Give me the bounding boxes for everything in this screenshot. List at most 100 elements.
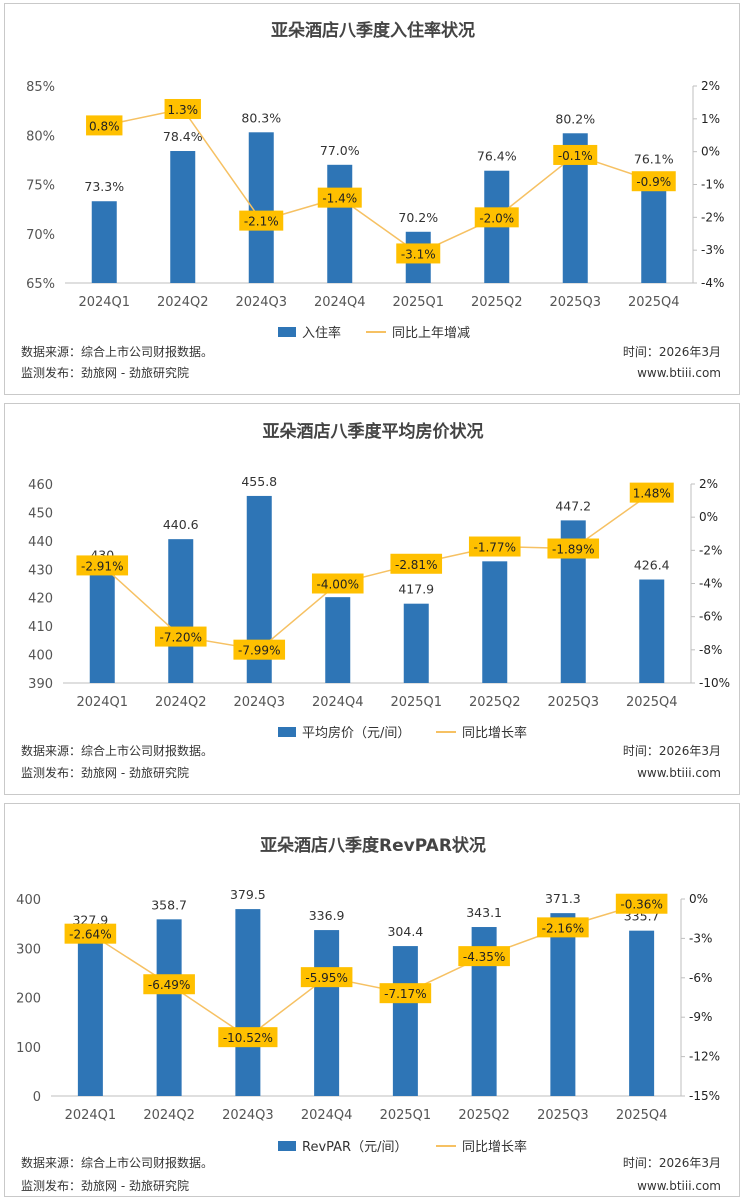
- category-label: 2025Q4: [628, 295, 680, 310]
- bar: [641, 173, 667, 283]
- bar: [89, 569, 115, 683]
- legend-line-label: 同比增长率: [462, 725, 527, 741]
- category-label: 2025Q4: [626, 695, 678, 710]
- footer-source: 数据来源：综合上市公司财报数据。: [21, 344, 213, 359]
- left-axis-tick: 420: [28, 592, 53, 607]
- category-label: 2025Q2: [458, 1108, 510, 1123]
- left-axis-tick: 65%: [26, 277, 55, 292]
- occupancy-chart-panel: 亚朵酒店八季度入住率状况 65% 70% 75% 80% 85% -4% -3% -2% -1% 0…: [4, 3, 740, 395]
- left-axis-tick: 80%: [26, 129, 55, 144]
- right-axis-tick: -6%: [689, 971, 712, 985]
- growth-label: 0.8%: [89, 119, 120, 133]
- footer-site: www.btiii.com: [637, 766, 721, 780]
- growth-label: -2.64%: [69, 928, 111, 942]
- legend-bar-label: 平均房价（元/间）: [302, 725, 410, 741]
- left-axis-tick: 300: [16, 942, 41, 957]
- growth-label-box: [239, 210, 284, 231]
- bar-value-label: 77.0%: [320, 143, 360, 158]
- right-axis-tick: -3%: [701, 243, 724, 257]
- category-label: 2024Q2: [143, 1108, 195, 1123]
- footer-source: 数据来源：综合上市公司财报数据。: [21, 1155, 213, 1170]
- growth-label: -0.36%: [620, 898, 662, 912]
- right-axis-tick: -10%: [699, 676, 730, 690]
- right-axis-tick: 0%: [689, 892, 708, 906]
- growth-label-box: [458, 946, 510, 967]
- category-label: 2025Q1: [392, 295, 444, 310]
- bar-value-label: 80.2%: [555, 111, 595, 126]
- growth-label-box: [396, 243, 441, 264]
- category-label: 2025Q4: [616, 1108, 668, 1123]
- legend-bar-label: 入住率: [302, 325, 341, 341]
- left-axis-tick: 460: [28, 478, 53, 493]
- growth-label-box: [474, 207, 519, 228]
- category-label: 2025Q1: [390, 695, 442, 710]
- legend-bar-swatch: [278, 1141, 296, 1151]
- bar: [327, 164, 353, 283]
- growth-label-box: [143, 974, 195, 995]
- growth-label-box: [615, 893, 668, 914]
- growth-label: -5.95%: [305, 971, 347, 985]
- growth-label-box: [64, 923, 117, 944]
- growth-label-box: [86, 115, 123, 136]
- growth-label-box: [218, 1027, 278, 1048]
- right-axis-tick: -1%: [701, 178, 724, 192]
- bar-value-label: 426.4: [634, 558, 670, 573]
- growth-label: -0.1%: [558, 149, 593, 163]
- bar: [403, 603, 429, 683]
- chart-title: 亚朵酒店八季度入住率状况: [271, 20, 475, 41]
- bar-value-label: 76.4%: [477, 149, 517, 164]
- category-label: 2025Q3: [549, 295, 601, 310]
- growth-label: -7.17%: [384, 987, 426, 1001]
- left-axis-tick: 390: [28, 677, 53, 692]
- left-axis-tick: 440: [28, 535, 53, 550]
- right-axis-tick: -4%: [699, 577, 722, 591]
- left-axis-tick: 70%: [26, 228, 55, 243]
- category-label: 2024Q2: [157, 295, 209, 310]
- bar: [482, 561, 508, 683]
- bar: [325, 597, 351, 683]
- left-axis-tick: 450: [28, 506, 53, 521]
- bar-value-label: 379.5: [230, 887, 266, 902]
- left-axis-tick: 0: [33, 1090, 41, 1105]
- growth-label-box: [537, 917, 589, 938]
- growth-label: -1.4%: [322, 192, 357, 206]
- growth-label-box: [311, 573, 364, 594]
- right-axis-tick: 0%: [699, 510, 718, 524]
- bar: [156, 919, 182, 1096]
- right-axis-tick: -9%: [689, 1010, 712, 1024]
- left-axis-tick: 75%: [26, 179, 55, 194]
- category-label: 2024Q4: [312, 695, 364, 710]
- left-axis-tick: 100: [16, 1041, 41, 1056]
- right-axis-tick: 2%: [699, 477, 718, 491]
- revpar-chart-panel: 亚朵酒店八季度RevPAR状况 0 100 200 300 400 -15% -12% -9% -…: [4, 803, 740, 1197]
- growth-label-box: [164, 98, 201, 119]
- footer-publisher: 监测发布：劲旅网 - 劲旅研究院: [21, 365, 189, 380]
- left-axis-tick: 85%: [26, 80, 55, 95]
- footer-site: www.btiii.com: [637, 366, 721, 380]
- right-axis-tick: 1%: [701, 112, 720, 126]
- bar-value-label: 358.7: [151, 897, 187, 912]
- bar-value-label: 336.9: [309, 908, 345, 923]
- growth-label: -4.00%: [317, 578, 359, 592]
- right-axis-tick: -15%: [689, 1089, 720, 1103]
- growth-label: 1.3%: [168, 103, 199, 117]
- growth-label: 1.48%: [633, 487, 671, 501]
- bar-value-label: 73.3%: [84, 179, 124, 194]
- growth-label: -10.52%: [223, 1031, 273, 1045]
- bar-value-label: 447.2: [555, 498, 591, 513]
- footer-publisher: 监测发布：劲旅网 - 劲旅研究院: [21, 765, 189, 780]
- growth-label: -1.89%: [552, 543, 594, 557]
- chart-title: 亚朵酒店八季度平均房价状况: [263, 421, 484, 442]
- chart-title: 亚朵酒店八季度RevPAR状况: [260, 835, 486, 856]
- right-axis-tick: -2%: [701, 210, 724, 224]
- growth-label-box: [631, 171, 676, 192]
- growth-label-box: [390, 553, 443, 574]
- growth-label: -2.81%: [395, 558, 437, 572]
- category-label: 2024Q3: [222, 1108, 274, 1123]
- growth-label: -7.20%: [160, 631, 202, 645]
- bar: [314, 930, 340, 1096]
- bar: [392, 946, 418, 1096]
- bar: [235, 909, 261, 1096]
- bar: [629, 930, 655, 1096]
- bar-value-label: 304.4: [387, 924, 423, 939]
